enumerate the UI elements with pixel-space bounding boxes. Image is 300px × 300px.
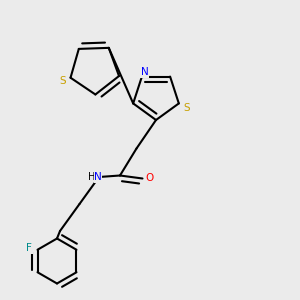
Text: S: S [60, 76, 66, 86]
Text: N: N [141, 67, 149, 77]
Text: H: H [88, 172, 95, 182]
Text: S: S [183, 103, 190, 113]
Text: N: N [94, 172, 102, 182]
Text: F: F [26, 243, 32, 253]
Text: O: O [146, 173, 154, 184]
